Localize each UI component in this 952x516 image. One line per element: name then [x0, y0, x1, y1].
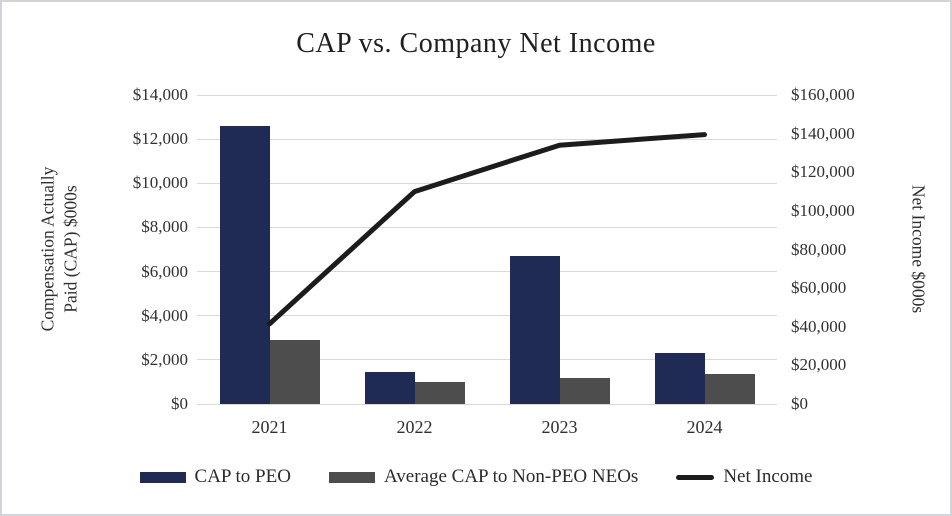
bar-cap-to-peo-2024	[654, 353, 705, 404]
left-axis-tick-label: $14,000	[132, 85, 188, 104]
legend-item-avg-cap-non-peo: Average CAP to Non-PEO NEOs	[328, 466, 639, 488]
bar-cap-to-peo-2021	[219, 125, 270, 404]
x-axis-label-2022: 2022	[396, 417, 433, 437]
right-axis-tick-label: $20,000	[791, 355, 847, 375]
net-income-label: Net Income	[723, 466, 813, 487]
legend: CAP to PEO Average CAP to Non-PEO NEOs N…	[2, 466, 950, 488]
gridline	[197, 403, 777, 405]
left-axis-tick-label: $0	[171, 394, 188, 413]
avg-cap-non-peo-swatch	[328, 471, 375, 483]
bar-cap-to-peo-2023	[509, 256, 560, 404]
avg-cap-non-peo-label: Average CAP to Non-PEO NEOs	[383, 466, 639, 487]
cap-to-peo-swatch	[139, 471, 186, 483]
bar-avg-cap-non-peo-2022	[414, 381, 465, 404]
left-axis-tick-label: $12,000	[132, 129, 188, 149]
left-axis-tick-label: $2,000	[141, 349, 188, 369]
gridline	[197, 182, 777, 184]
bar-avg-cap-non-peo-2023	[559, 377, 610, 404]
plot-area	[197, 94, 777, 405]
right-axis-tick-label: $60,000	[791, 278, 847, 298]
legend-item-net-income: Net Income	[676, 466, 812, 488]
right-axis-tick-label: $120,000	[791, 162, 855, 182]
gridline	[197, 138, 777, 140]
right-axis-tick-label: $0	[791, 394, 808, 413]
net-income-line-swatch	[676, 474, 715, 480]
right-axis-tick-label: $160,000	[791, 85, 855, 104]
cap-to-peo-label: CAP to PEO	[194, 466, 291, 487]
gridline	[197, 359, 777, 361]
right-axis-title: Net Income $000s	[908, 184, 929, 314]
gridline	[197, 226, 777, 228]
x-axis-label-2023: 2023	[541, 417, 578, 437]
gridline	[197, 94, 777, 96]
legend-item-cap-to-peo: CAP to PEO	[139, 466, 291, 488]
chart-title: CAP vs. Company Net Income	[296, 28, 656, 59]
gridline	[197, 271, 777, 273]
left-axis-tick-label: $4,000	[141, 305, 188, 325]
left-axis-tick-label: $6,000	[141, 261, 188, 281]
left-axis-title-line1: Compensation Actually	[37, 166, 58, 332]
right-axis-tick-label: $40,000	[791, 316, 847, 336]
x-axis-label-2024: 2024	[686, 417, 723, 437]
gridline	[197, 315, 777, 317]
left-axis-tick-label: $10,000	[132, 173, 188, 193]
right-axis-tick-label: $100,000	[791, 200, 855, 220]
x-axis-label-2021: 2021	[251, 417, 288, 437]
right-axis-tick-label: $80,000	[791, 239, 847, 259]
bar-avg-cap-non-peo-2021	[269, 339, 320, 404]
right-axis-tick-label: $140,000	[791, 123, 855, 143]
bar-avg-cap-non-peo-2024	[704, 374, 755, 404]
bar-cap-to-peo-2022	[364, 371, 415, 404]
left-axis-tick-label: $8,000	[141, 217, 188, 237]
